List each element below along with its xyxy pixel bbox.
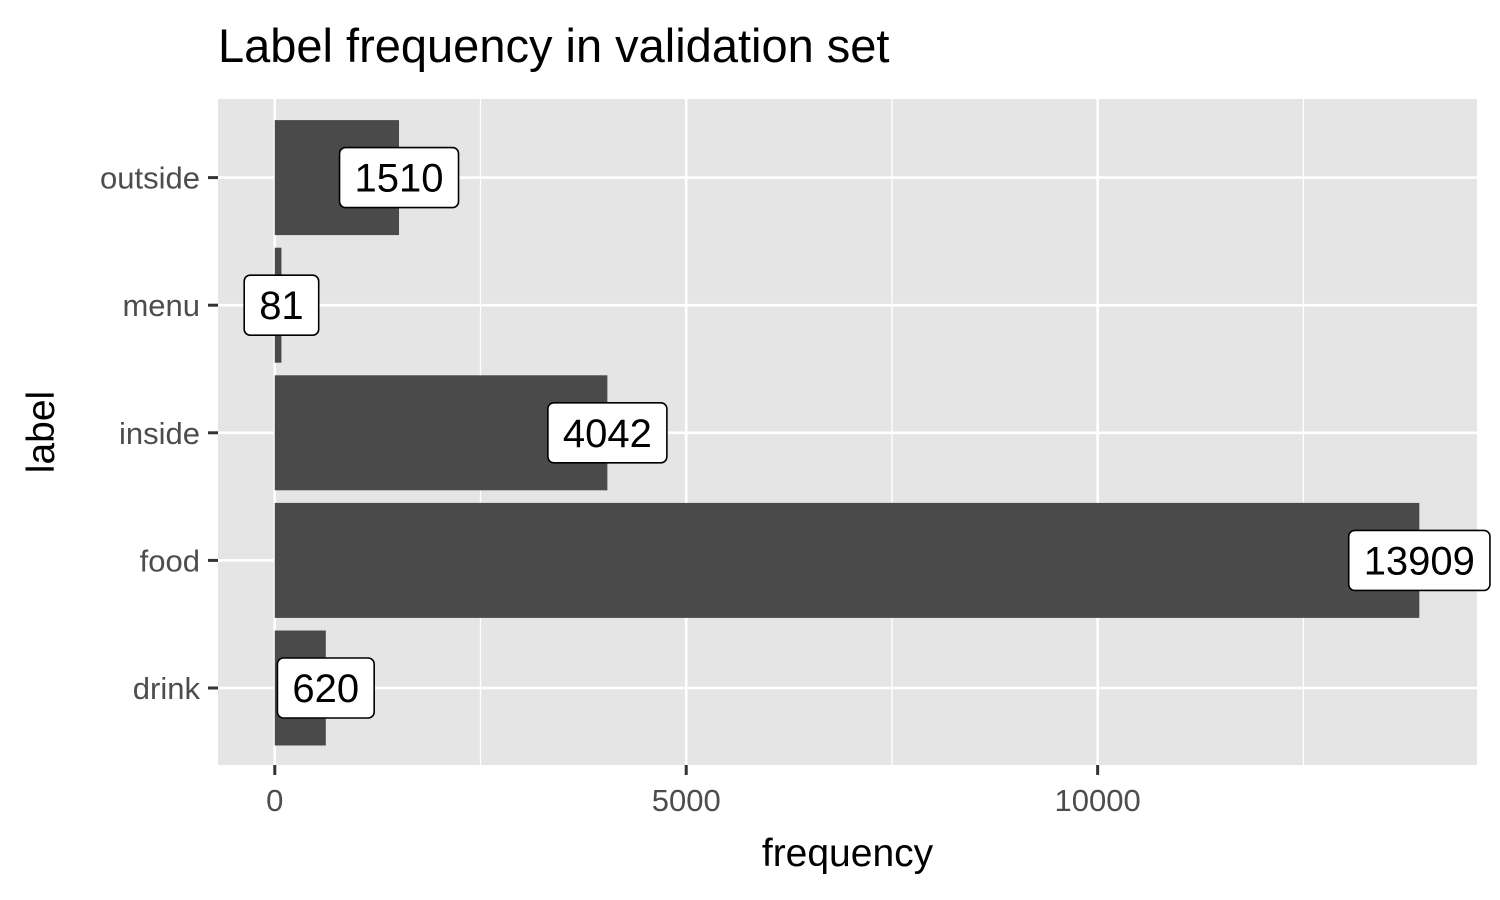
data-label-text: 81 — [259, 284, 304, 328]
x-tick-label: 5000 — [652, 783, 721, 818]
x-tick-label: 0 — [266, 783, 283, 818]
data-label-box — [338, 146, 460, 209]
data-label-food: 13909 — [1347, 529, 1491, 592]
y-tick-label: menu — [122, 288, 200, 323]
bar-food — [274, 502, 1420, 618]
y-tick-label: drink — [133, 671, 201, 706]
data-label-text: 620 — [292, 667, 359, 711]
y-axis: drink food inside menu outside — [100, 161, 218, 706]
data-label-box — [1347, 529, 1491, 592]
data-label-box — [276, 657, 375, 719]
data-label-inside: 4042 — [547, 401, 668, 464]
data-label-menu: 81 — [243, 274, 320, 337]
data-label-outside: 1510 — [338, 146, 460, 209]
x-axis: 0 5000 10000 — [266, 765, 1141, 818]
data-label-text: 4042 — [563, 412, 652, 456]
y-tick-label: inside — [119, 416, 200, 451]
y-tick-label: outside — [100, 161, 200, 196]
y-tick-label: food — [140, 543, 200, 578]
x-axis-title: frequency — [762, 832, 934, 875]
data-label-box — [547, 401, 668, 464]
chart-title: Label frequency in validation set — [218, 19, 890, 72]
y-axis-title: label — [20, 391, 63, 473]
x-tick-label: 10000 — [1055, 783, 1141, 818]
data-label-text: 13909 — [1364, 539, 1475, 583]
data-label-drink: 620 — [276, 657, 375, 719]
data-labels: 620 13909 4042 81 1510 — [243, 146, 1491, 719]
data-label-box — [243, 274, 320, 337]
data-label-text: 1510 — [355, 157, 444, 201]
